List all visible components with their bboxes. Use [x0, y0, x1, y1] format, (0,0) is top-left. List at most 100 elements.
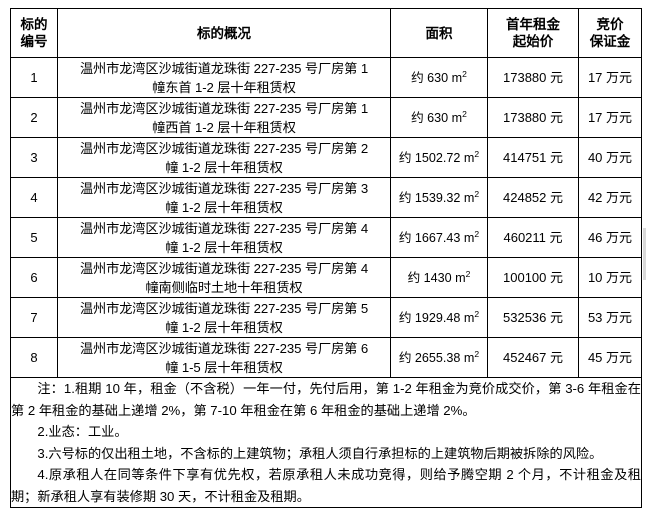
area-value: 约 1667.43 m: [398, 230, 475, 245]
table-row: 3 温州市龙湾区沙城街道龙珠街 227-235 号厂房第 2 幢 1-2 层十年…: [10, 137, 642, 178]
table-row: 6 温州市龙湾区沙城街道龙珠街 227-235 号厂房第 4 幢南侧临时土地十年…: [10, 257, 642, 298]
cell-description: 温州市龙湾区沙城街道龙珠街 227-235 号厂房第 2 幢 1-2 层十年租赁…: [57, 137, 391, 178]
area-value: 约 1539.32 m: [398, 190, 475, 205]
cell-rent: 173880 元: [487, 97, 579, 138]
cell-deposit: 10 万元: [578, 257, 642, 298]
description-line: 温州市龙湾区沙城街道龙珠街 227-235 号厂房第 3: [79, 180, 369, 196]
area-value: 约 1929.48 m: [398, 310, 475, 325]
note-item: 3.六号标的仅出租土地，不含标的上建筑物；承租人须自行承担标的上建筑物后期被拆除…: [37, 445, 603, 461]
cell-no: 8: [10, 337, 58, 378]
table-header: 标的 编号 标的概况 面积 首年租金 起始价 竞价 保证金: [10, 8, 642, 58]
description-line: 温州市龙湾区沙城街道龙珠街 227-235 号厂房第 6: [79, 340, 369, 356]
area-value: 约 2655.38 m: [398, 350, 475, 365]
cell-description: 温州市龙湾区沙城街道龙珠街 227-235 号厂房第 6 幢 1-5 层十年租赁…: [57, 337, 391, 378]
cell-no: 6: [10, 257, 58, 298]
description-line: 幢西首 1-2 层十年租赁权: [152, 119, 296, 135]
description-line: 温州市龙湾区沙城街道龙珠街 227-235 号厂房第 4: [79, 220, 369, 236]
table-row: 5 温州市龙湾区沙城街道龙珠街 227-235 号厂房第 4 幢 1-2 层十年…: [10, 217, 642, 258]
description-line: 幢东首 1-2 层十年租赁权: [152, 79, 296, 95]
note-item: 2.业态：工业。: [37, 424, 128, 439]
cell-description: 温州市龙湾区沙城街道龙珠街 227-235 号厂房第 4 幢 1-2 层十年租赁…: [57, 217, 391, 258]
description-line: 温州市龙湾区沙城街道龙珠街 227-235 号厂房第 1: [79, 60, 369, 76]
cell-deposit: 17 万元: [578, 97, 642, 138]
notes-cell: 注：1.租期 10 年，租金（不含税）一年一付，先付后用，第 1-2 年租金为竞…: [10, 377, 642, 508]
area-superscript: 2: [474, 228, 480, 239]
description-line: 幢 1-2 层十年租赁权: [165, 319, 283, 335]
table-row: 7 温州市龙湾区沙城街道龙珠街 227-235 号厂房第 5 幢 1-2 层十年…: [10, 297, 642, 338]
cell-deposit: 42 万元: [578, 177, 642, 218]
cell-rent: 452467 元: [487, 337, 579, 378]
area-superscript: 2: [465, 268, 471, 279]
table-row: 2 温州市龙湾区沙城街道龙珠街 227-235 号厂房第 1 幢西首 1-2 层…: [10, 97, 642, 138]
area-value: 约 630 m: [411, 110, 463, 125]
table-row: 4 温州市龙湾区沙城街道龙珠街 227-235 号厂房第 3 幢 1-2 层十年…: [10, 177, 642, 218]
cell-no: 2: [10, 97, 58, 138]
scrollbar-thumb[interactable]: [643, 228, 646, 280]
description-line: 温州市龙湾区沙城街道龙珠街 227-235 号厂房第 4: [79, 260, 369, 276]
area-superscript: 2: [474, 308, 480, 319]
cell-deposit: 40 万元: [578, 137, 642, 178]
column-header-deposit: 竞价 保证金: [578, 8, 642, 58]
notes-row: 注：1.租期 10 年，租金（不含税）一年一付，先付后用，第 1-2 年租金为竞…: [10, 377, 642, 508]
header-row: 标的 编号 标的概况 面积 首年租金 起始价 竞价 保证金: [10, 8, 642, 58]
cell-rent: 532536 元: [487, 297, 579, 338]
description-line: 幢 1-2 层十年租赁权: [165, 159, 283, 175]
cell-area: 约 2655.38 m2: [390, 337, 488, 378]
column-header-deposit-line1: 竞价: [596, 17, 624, 32]
column-header-area: 面积: [390, 8, 488, 58]
cell-deposit: 17 万元: [578, 57, 642, 98]
cell-rent: 100100 元: [487, 257, 579, 298]
cell-no: 1: [10, 57, 58, 98]
cell-description: 温州市龙湾区沙城街道龙珠街 227-235 号厂房第 4 幢南侧临时土地十年租赁…: [57, 257, 391, 298]
description-line: 温州市龙湾区沙城街道龙珠街 227-235 号厂房第 2: [79, 140, 369, 156]
column-header-no-line2: 编号: [20, 34, 48, 49]
table-row: 1 温州市龙湾区沙城街道龙珠街 227-235 号厂房第 1 幢东首 1-2 层…: [10, 57, 642, 98]
cell-rent: 424852 元: [487, 177, 579, 218]
column-header-rent-line1: 首年租金: [506, 17, 560, 32]
cell-area: 约 630 m2: [390, 97, 488, 138]
cell-description: 温州市龙湾区沙城街道龙珠街 227-235 号厂房第 3 幢 1-2 层十年租赁…: [57, 177, 391, 218]
cell-description: 温州市龙湾区沙城街道龙珠街 227-235 号厂房第 1 幢西首 1-2 层十年…: [57, 97, 391, 138]
cell-description: 温州市龙湾区沙城街道龙珠街 227-235 号厂房第 5 幢 1-2 层十年租赁…: [57, 297, 391, 338]
bid-listing-table: 标的 编号 标的概况 面积 首年租金 起始价 竞价 保证金: [10, 8, 642, 508]
area-value: 约 1430 m: [407, 270, 466, 285]
cell-area: 约 1430 m2: [390, 257, 488, 298]
cell-rent: 414751 元: [487, 137, 579, 178]
cell-deposit: 46 万元: [578, 217, 642, 258]
area-superscript: 2: [474, 188, 480, 199]
cell-area: 约 1502.72 m2: [390, 137, 488, 178]
description-line: 温州市龙湾区沙城街道龙珠街 227-235 号厂房第 1: [79, 100, 369, 116]
column-header-area-line1: 面积: [425, 25, 453, 41]
cell-area: 约 1667.43 m2: [390, 217, 488, 258]
cell-deposit: 53 万元: [578, 297, 642, 338]
column-header-no: 标的 编号: [10, 8, 58, 58]
column-header-deposit-line2: 保证金: [589, 34, 631, 49]
area-value: 约 1502.72 m: [398, 150, 475, 165]
column-header-rent-line2: 起始价: [512, 34, 554, 49]
cell-no: 7: [10, 297, 58, 338]
column-header-description-line1: 标的概况: [197, 25, 251, 41]
area-superscript: 2: [474, 148, 480, 159]
cell-area: 约 630 m2: [390, 57, 488, 98]
cell-area: 约 1539.32 m2: [390, 177, 488, 218]
area-superscript: 2: [462, 108, 467, 119]
cell-no: 5: [10, 217, 58, 258]
column-header-description: 标的概况: [57, 8, 391, 58]
cell-deposit: 45 万元: [578, 337, 642, 378]
description-line: 幢 1-5 层十年租赁权: [165, 359, 283, 375]
description-line: 幢南侧临时土地十年租赁权: [145, 279, 303, 295]
area-value: 约 630 m: [411, 70, 463, 85]
cell-description: 温州市龙湾区沙城街道龙珠街 227-235 号厂房第 1 幢东首 1-2 层十年…: [57, 57, 391, 98]
description-line: 幢 1-2 层十年租赁权: [165, 239, 283, 255]
column-header-rent: 首年租金 起始价: [487, 8, 579, 58]
cell-rent: 173880 元: [487, 57, 579, 98]
description-line: 幢 1-2 层十年租赁权: [165, 199, 283, 215]
cell-rent: 460211 元: [487, 217, 579, 258]
area-superscript: 2: [462, 68, 467, 79]
area-superscript: 2: [474, 348, 480, 359]
note-item: 注：1.租期 10 年，租金（不含税）一年一付，先付后用，第 1-2 年租金为竞…: [11, 381, 641, 418]
cell-area: 约 1929.48 m2: [390, 297, 488, 338]
cell-no: 4: [10, 177, 58, 218]
column-header-no-line1: 标的: [20, 17, 48, 32]
